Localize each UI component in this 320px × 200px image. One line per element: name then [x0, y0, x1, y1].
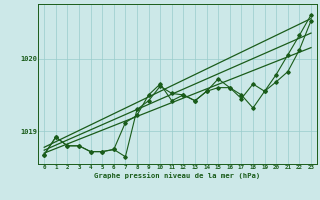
X-axis label: Graphe pression niveau de la mer (hPa): Graphe pression niveau de la mer (hPa): [94, 172, 261, 179]
